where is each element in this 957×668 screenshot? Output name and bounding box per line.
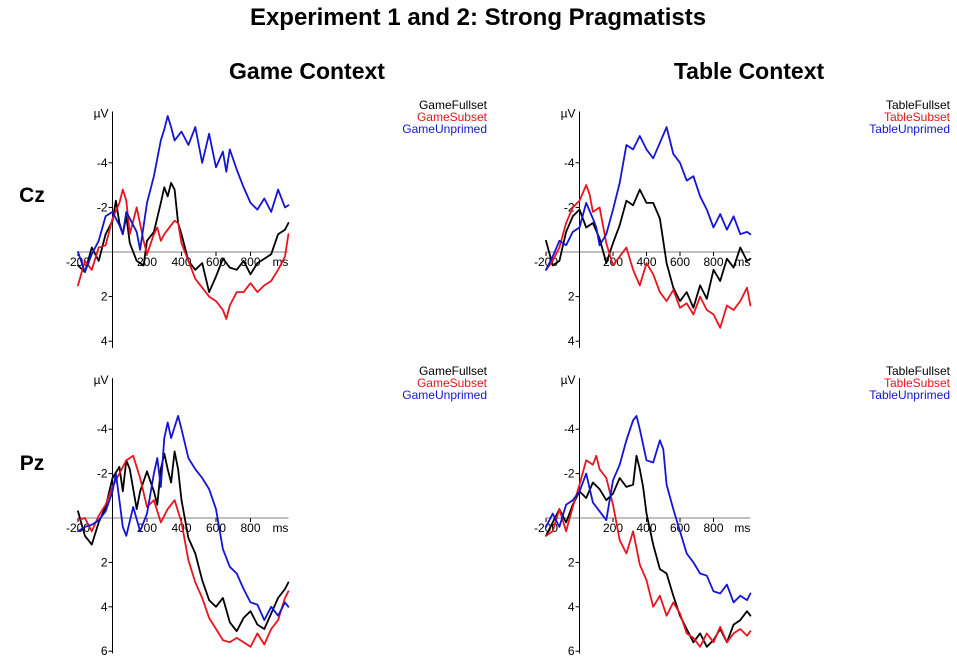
series-line-gamefullset bbox=[77, 181, 290, 294]
y-unit-label: µV bbox=[94, 107, 109, 121]
x-tick-label: 600 bbox=[206, 255, 226, 269]
legend-entry-gamesubset: GameSubset bbox=[417, 110, 488, 124]
y-unit-label: µV bbox=[94, 373, 109, 387]
legend-entry-tablefullset: TableFullset bbox=[886, 364, 951, 378]
y-tick-label: 2 bbox=[101, 555, 108, 569]
legend-entry-gamefullset: GameFullset bbox=[419, 98, 488, 112]
legend-entry-tablesubset: TableSubset bbox=[884, 110, 951, 124]
x-tick-label: 600 bbox=[206, 521, 226, 535]
legend-entry-gamesubset: GameSubset bbox=[417, 376, 488, 390]
y-tick-label: -4 bbox=[564, 156, 575, 170]
series-line-tableunprimed bbox=[545, 414, 752, 604]
x-tick-label: 200 bbox=[603, 521, 623, 535]
legend-entry-gamefullset: GameFullset bbox=[419, 364, 488, 378]
y-tick-label: 4 bbox=[568, 334, 575, 348]
x-unit-label: ms bbox=[272, 521, 288, 535]
y-unit-label: µV bbox=[561, 373, 576, 387]
y-tick-label: 2 bbox=[101, 290, 108, 304]
y-unit-label: µV bbox=[561, 107, 576, 121]
y-tick-label: -4 bbox=[97, 422, 108, 436]
x-tick-label: 400 bbox=[636, 255, 656, 269]
y-tick-label: 4 bbox=[568, 600, 575, 614]
x-tick-label: 800 bbox=[703, 255, 723, 269]
series-line-gameunprimed bbox=[77, 414, 290, 621]
figure-title: Experiment 1 and 2: Strong Pragmatists bbox=[250, 4, 706, 31]
y-tick-label: -2 bbox=[97, 467, 108, 481]
x-tick-label: 400 bbox=[636, 521, 656, 535]
series-line-tablesubset bbox=[545, 454, 752, 648]
y-tick-label: -4 bbox=[564, 422, 575, 436]
column-title-table: Table Context bbox=[674, 58, 825, 84]
y-tick-label: 6 bbox=[101, 644, 108, 658]
legend-entry-tablefullset: TableFullset bbox=[886, 98, 951, 112]
x-unit-label: ms bbox=[734, 521, 750, 535]
x-tick-label: 600 bbox=[670, 255, 690, 269]
legend-entry-tableunprimed: TableUnprimed bbox=[869, 122, 950, 136]
y-tick-label: -2 bbox=[564, 200, 575, 214]
series-line-gamesubset bbox=[77, 454, 290, 648]
x-tick-label: 600 bbox=[670, 521, 690, 535]
legend-entry-tablesubset: TableSubset bbox=[884, 376, 951, 390]
y-tick-label: -4 bbox=[97, 156, 108, 170]
legend-entry-gameunprimed: GameUnprimed bbox=[402, 122, 487, 136]
legend-entry-tableunprimed: TableUnprimed bbox=[869, 388, 950, 402]
series-line-gamesubset bbox=[77, 188, 290, 320]
y-tick-label: 2 bbox=[568, 555, 575, 569]
series-line-tablefullset bbox=[545, 454, 752, 648]
series-line-gameunprimed bbox=[77, 115, 290, 274]
series-line-tablesubset bbox=[545, 184, 752, 329]
x-tick-label: 800 bbox=[703, 521, 723, 535]
y-tick-label: -2 bbox=[97, 200, 108, 214]
y-tick-label: 4 bbox=[101, 600, 108, 614]
series-line-tableunprimed bbox=[545, 126, 752, 271]
row-label-pz: Pz bbox=[20, 452, 45, 475]
y-tick-label: 4 bbox=[101, 334, 108, 348]
x-tick-label: 200 bbox=[137, 255, 157, 269]
y-tick-label: 6 bbox=[568, 644, 575, 658]
y-tick-label: 2 bbox=[568, 290, 575, 304]
legend-entry-gameunprimed: GameUnprimed bbox=[402, 388, 487, 402]
series-line-tablefullset bbox=[545, 188, 752, 309]
x-tick-label: 800 bbox=[240, 521, 260, 535]
row-label-cz: Cz bbox=[19, 184, 45, 207]
column-title-game: Game Context bbox=[229, 58, 385, 84]
y-tick-label: -2 bbox=[564, 467, 575, 481]
